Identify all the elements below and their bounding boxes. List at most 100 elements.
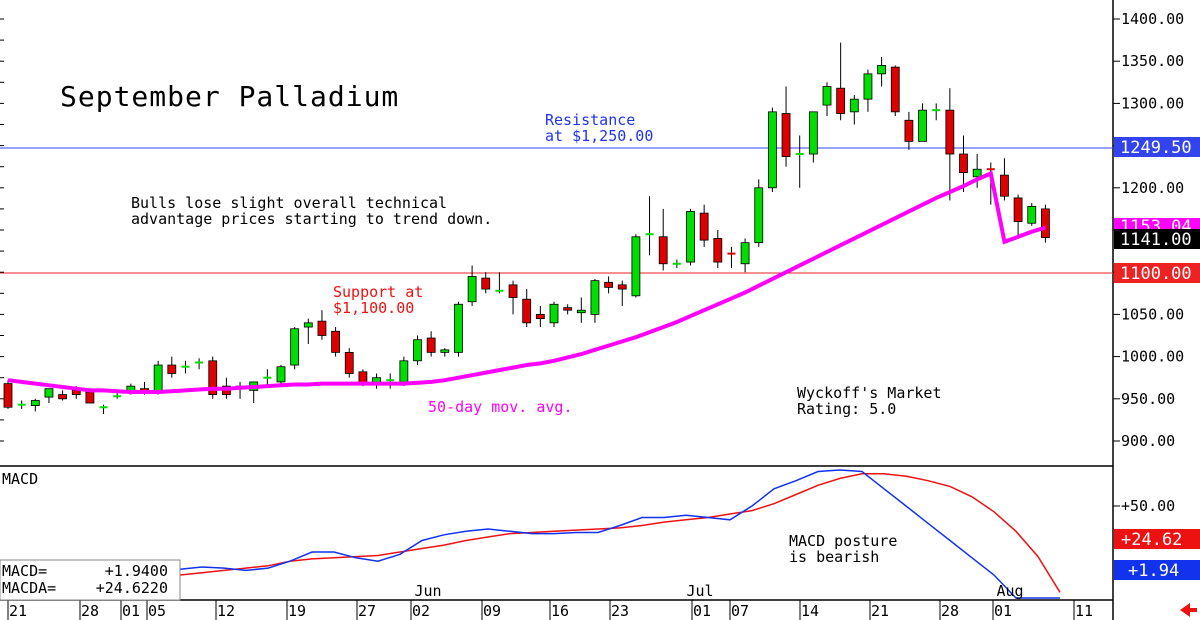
candle xyxy=(276,365,286,387)
candle xyxy=(590,278,600,323)
candle xyxy=(904,111,914,150)
candle-body-down xyxy=(167,364,177,374)
candle-body-down xyxy=(344,351,354,374)
candle-body-down xyxy=(508,284,518,298)
candle xyxy=(1027,202,1037,226)
x-tick-label: 01 xyxy=(122,602,140,620)
candle xyxy=(617,280,627,306)
candle-body-up xyxy=(576,309,586,314)
last-price-tag xyxy=(1114,229,1200,249)
candle-body-up xyxy=(1027,205,1037,224)
support-label-2: $1,100.00 xyxy=(333,299,414,317)
candle-body-down xyxy=(85,391,95,404)
candle xyxy=(331,327,341,357)
macd-value-tag xyxy=(1114,560,1200,580)
y-axis: 1400.001350.001300.001250.001200.001150.… xyxy=(0,10,1184,450)
candle xyxy=(181,360,190,374)
x-tick-label: 28 xyxy=(941,602,959,620)
candles xyxy=(3,42,1050,414)
macd-signal-tag-text: +24.62 xyxy=(1121,530,1182,550)
candle-body-down xyxy=(1000,174,1009,197)
candle-body-down xyxy=(617,284,627,290)
candle-body-down xyxy=(58,394,67,400)
candle xyxy=(918,103,927,142)
candle xyxy=(467,265,477,306)
support-price-text: 1100.00 xyxy=(1120,264,1192,284)
candle xyxy=(549,301,559,328)
month-label: Jul xyxy=(686,582,713,600)
macd-readout-label: MACD= xyxy=(2,562,47,580)
candle xyxy=(768,107,777,193)
candle xyxy=(563,304,573,315)
candle-body-down xyxy=(713,238,723,263)
candle-body-up xyxy=(768,111,777,189)
candle-body-up xyxy=(30,400,40,406)
candle xyxy=(17,400,26,409)
candle xyxy=(263,369,272,387)
macd-signal-line xyxy=(179,473,1061,593)
candle xyxy=(99,404,108,414)
candle-body-up xyxy=(822,86,832,106)
candle xyxy=(1000,158,1009,201)
candle-body-down xyxy=(1041,208,1050,238)
candle xyxy=(44,388,54,404)
x-tick-label: 14 xyxy=(801,602,819,620)
candle-body-down xyxy=(522,298,532,324)
x-tick-label: 11 xyxy=(1075,602,1093,620)
candle xyxy=(890,65,900,117)
candle xyxy=(740,238,750,273)
candle-body-up xyxy=(303,322,313,328)
candle-body-down xyxy=(331,330,341,353)
macd-value-tag-text: +1.94 xyxy=(1128,561,1179,581)
macd-readout-box xyxy=(0,559,181,601)
candle xyxy=(604,276,613,294)
x-tick-label: 16 xyxy=(551,602,569,620)
candle-body-up xyxy=(467,276,477,303)
candle xyxy=(208,356,218,399)
support-label-1: Support at xyxy=(333,283,423,301)
candle-body-up xyxy=(454,303,463,353)
candle xyxy=(686,208,695,266)
y-tick-label: 1300.00 xyxy=(1121,94,1184,112)
support-price-tag xyxy=(1114,263,1200,283)
candle xyxy=(317,310,327,340)
candle xyxy=(535,305,545,328)
candle-body-down xyxy=(604,281,613,288)
x-tick-label: 19 xyxy=(288,602,306,620)
candle-body-up xyxy=(686,211,695,263)
candle xyxy=(235,381,245,399)
candle-body-up xyxy=(877,65,886,75)
candle xyxy=(58,390,67,401)
rating-line-1: Wyckoff's Market xyxy=(797,384,942,402)
candle xyxy=(303,318,313,344)
candle-body-down xyxy=(658,236,668,265)
candle xyxy=(454,301,463,357)
rating-line-2: Rating: 5.0 xyxy=(797,400,896,418)
macda-readout-label: MACDA= xyxy=(2,579,56,597)
comment-line-1: Bulls lose slight overall technical xyxy=(131,194,447,212)
candle-body-down xyxy=(959,153,968,174)
candle xyxy=(290,327,300,370)
scroll-left-arrow-icon[interactable] xyxy=(1180,603,1197,617)
candle xyxy=(344,348,354,378)
moving-average-label: 50-day mov. avg. xyxy=(428,398,573,416)
x-axis: 21 28 01 05 12 19 27 02 09 16 23 01 07 14 21 28 01 11 Jun J… xyxy=(7,582,1093,620)
candle xyxy=(167,356,177,378)
candle xyxy=(508,280,518,315)
resistance-label-1: Resistance xyxy=(545,111,635,129)
chart-title: September Palladium xyxy=(60,80,399,113)
candle xyxy=(808,111,818,163)
candle-body-down xyxy=(1013,197,1023,222)
candle-body-up xyxy=(549,303,559,324)
candle-body-down xyxy=(535,313,545,320)
candle-body-down xyxy=(3,383,13,408)
candle xyxy=(153,360,163,395)
candle-body-up xyxy=(590,280,600,315)
candle-body-up xyxy=(754,187,764,244)
candle-body-up xyxy=(290,328,300,366)
candle-body-down xyxy=(208,360,218,395)
candle xyxy=(30,398,40,412)
candle xyxy=(795,135,804,188)
